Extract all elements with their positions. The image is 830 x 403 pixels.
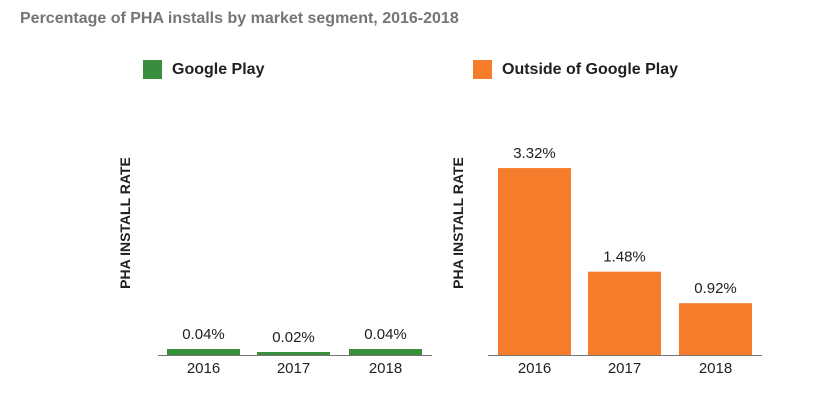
bar-2016 [498,168,571,355]
bar-2016 [167,349,240,355]
legend-swatch-orange [473,60,492,79]
chart-title: Percentage of PHA installs by market seg… [20,10,459,27]
data-label: 0.04% [182,326,225,343]
x-tick-label: 2017 [608,360,641,377]
legend-google-play: Google Play [143,60,264,79]
bar-2017 [257,352,330,355]
x-tick-label: 2016 [187,360,220,377]
bar-2018 [349,349,422,355]
data-label: 0.02% [272,329,315,346]
x-tick-label: 2017 [277,360,310,377]
bar-2017 [588,271,661,355]
legend-outside-google-play: Outside of Google Play [473,60,678,79]
x-tick-label: 2018 [369,360,402,377]
bar-2018 [679,303,752,355]
data-label: 0.92% [694,280,737,297]
legend-label: Outside of Google Play [502,60,679,78]
legend-label: Google Play [172,60,265,78]
legend-swatch-green [143,60,162,79]
data-label: 3.32% [513,145,556,162]
x-tick-label: 2016 [518,360,551,377]
data-label: 1.48% [603,249,646,266]
x-tick-label: 2018 [699,360,732,377]
data-label: 0.04% [364,326,407,343]
